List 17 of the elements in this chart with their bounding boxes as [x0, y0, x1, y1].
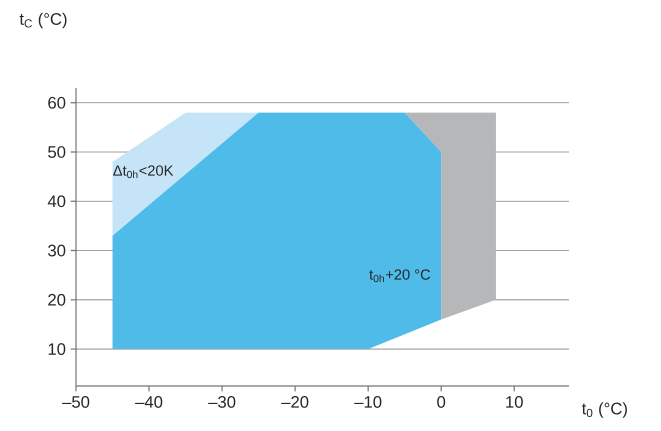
y-tick-label: 40 [48, 195, 66, 208]
y-axis-title: t$_{C}$ (°C) [20, 12, 66, 28]
y-tick-label: 20 [48, 294, 66, 306]
x-tick-label: –20 [281, 396, 308, 408]
x-tick-label: –40 [135, 396, 162, 408]
x-tick-label: –10 [354, 396, 382, 408]
x-tick-label: –30 [208, 396, 236, 408]
annotation: t$_{0h}$+20 °C [369, 269, 430, 282]
x-tick-label: 10 [506, 396, 523, 408]
x-tick-label: 0 [437, 396, 446, 408]
annotation: Δt$_{0h}$<20K [113, 165, 174, 178]
y-tick-label: 50 [48, 146, 66, 158]
y-tick-label: 10 [48, 343, 66, 355]
x-tick-label: –50 [62, 396, 90, 408]
y-tick-label: 60 [48, 96, 66, 109]
y-tick-label: 30 [48, 244, 66, 256]
x-axis-title: t$_{0}$ (°C) [582, 402, 627, 418]
